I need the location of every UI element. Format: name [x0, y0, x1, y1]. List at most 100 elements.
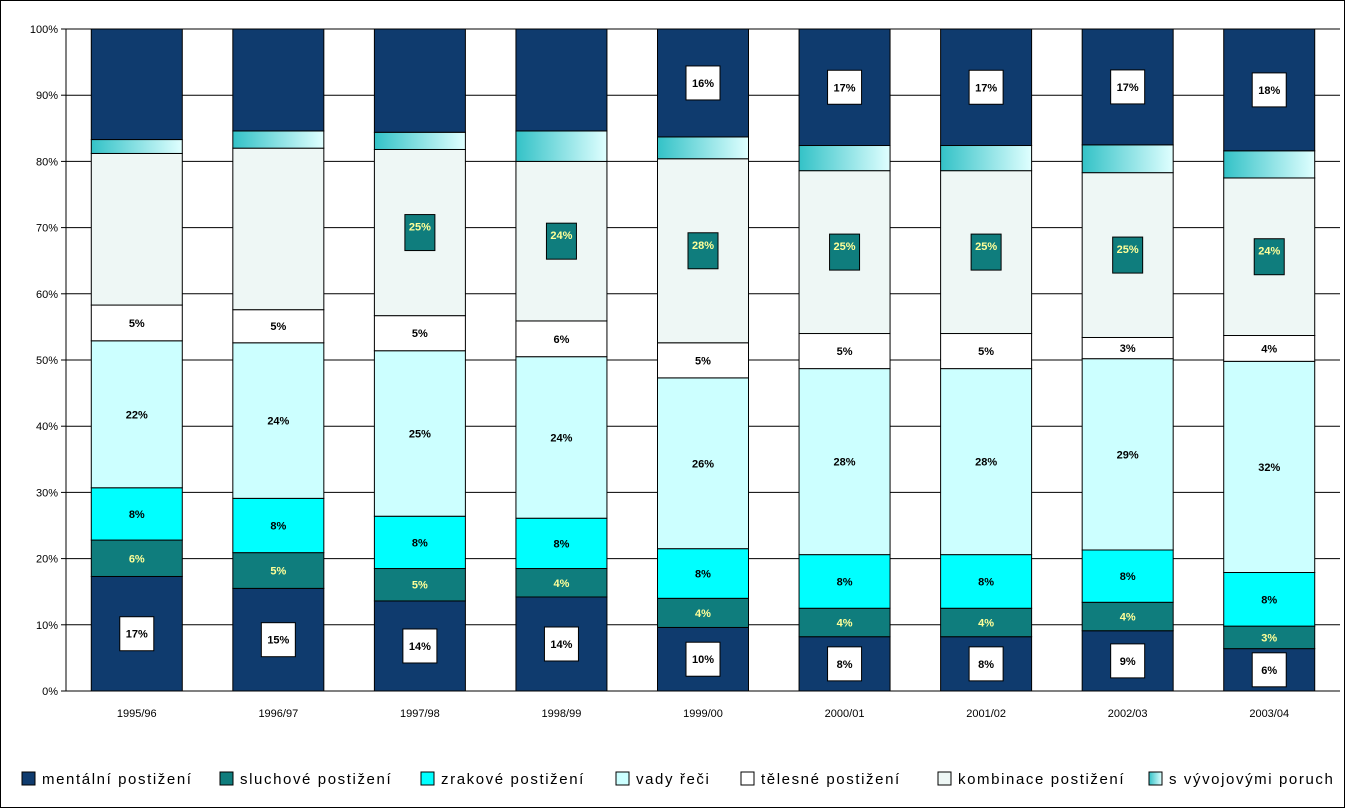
data-label: 6%: [553, 334, 569, 346]
legend-label: sluchové postižení: [240, 771, 392, 788]
y-tick-label: 80%: [36, 156, 58, 168]
data-label: 28%: [975, 457, 997, 469]
bar-segment: [373, 131, 466, 150]
x-tick-label: 1997/98: [400, 708, 440, 720]
data-label: 16%: [692, 78, 714, 90]
data-label-box: [968, 69, 1004, 105]
data-label: 6%: [1261, 665, 1277, 677]
bar-segment: [940, 607, 1033, 638]
data-label: 9%: [1120, 656, 1136, 668]
data-label: 4%: [978, 617, 994, 629]
y-tick-label: 70%: [36, 223, 58, 235]
y-tick-label: 10%: [36, 620, 58, 632]
data-label: 8%: [837, 659, 853, 671]
x-tick-label: 2001/02: [966, 708, 1006, 720]
data-label-box: [687, 232, 719, 270]
data-label: 5%: [270, 321, 286, 333]
bar-segment: [1223, 572, 1316, 627]
bar-segment: [90, 487, 183, 541]
data-label: 28%: [834, 457, 856, 469]
bar-segment: [232, 497, 325, 554]
data-label: 25%: [834, 241, 856, 253]
bar-segment: [373, 568, 466, 602]
bar-segment: [373, 28, 466, 133]
data-label-box: [685, 641, 721, 677]
data-label: 8%: [1261, 594, 1277, 606]
legend-swatch: [615, 771, 630, 786]
x-tick-label: 1996/97: [258, 708, 298, 720]
bar-segment: [1081, 358, 1174, 551]
data-label: 32%: [1258, 462, 1280, 474]
legend-label: tělesné postižení: [761, 771, 901, 788]
bar-segment: [798, 554, 891, 609]
x-tick-label: 1998/99: [542, 708, 582, 720]
data-label-box: [402, 628, 438, 664]
legend-swatch: [21, 771, 36, 786]
bar-segment: [940, 333, 1033, 370]
data-label: 4%: [553, 578, 569, 590]
bar-segment: [232, 309, 325, 344]
data-label: 5%: [412, 328, 428, 340]
data-label: 17%: [834, 82, 856, 94]
legend-label: s vývojovými poruch: [1169, 771, 1334, 788]
data-label: 3%: [1120, 343, 1136, 355]
data-label: 8%: [978, 576, 994, 588]
legend-label: zrakové postižení: [441, 771, 585, 788]
y-tick-label: 0%: [42, 686, 58, 698]
data-label: 25%: [1117, 244, 1139, 256]
data-label-box: [970, 233, 1002, 271]
data-label-box: [827, 646, 863, 682]
bar-segment: [373, 515, 466, 570]
data-label: 24%: [550, 432, 572, 444]
data-label: 8%: [412, 537, 428, 549]
bar-segment: [1081, 144, 1174, 174]
bar-segment: [90, 340, 183, 489]
data-label: 25%: [409, 222, 431, 234]
data-label-box: [968, 646, 1004, 682]
bar-segment: [1081, 601, 1174, 632]
bar-segment: [940, 145, 1033, 172]
bar-segment: [657, 626, 749, 692]
bar-segment: [90, 28, 183, 141]
data-label: 5%: [837, 346, 853, 358]
data-label: 28%: [692, 240, 714, 252]
bar-segment: [515, 130, 608, 162]
data-label: 26%: [692, 458, 714, 470]
data-label: 5%: [412, 580, 428, 592]
data-labels: 17% 6% 8% 22% 5% 15% 5% 8% 24% 5% 14% 5% 8% 25% 5% 25% 1…: [119, 65, 1287, 688]
data-label-box: [545, 222, 577, 260]
bar-segment: [940, 554, 1033, 609]
bar-segment: [232, 28, 325, 132]
data-label-box: [1253, 238, 1285, 276]
bar-segment: [798, 145, 891, 172]
data-label: 5%: [978, 346, 994, 358]
data-label: 17%: [126, 629, 148, 641]
data-label: 17%: [975, 82, 997, 94]
data-label: 4%: [1261, 343, 1277, 355]
axes: 0% 10% 20% 30% 40% 50% 60% 70% 80% 90% 100% 1995/96…: [30, 24, 1340, 720]
bar-segment: [657, 342, 749, 379]
bar-segment: [90, 304, 183, 342]
data-label: 24%: [550, 230, 572, 242]
data-label: 29%: [1117, 449, 1139, 461]
data-label: 4%: [837, 617, 853, 629]
data-label-box: [404, 214, 436, 252]
bar-segment: [657, 597, 749, 628]
data-label: 15%: [267, 635, 289, 647]
legend: mentální postižení sluchové postižení zrak…: [21, 771, 1334, 788]
x-tick-label: 1995/96: [117, 708, 157, 720]
bar-segment: [373, 315, 466, 352]
data-label: 8%: [553, 538, 569, 550]
data-label: 8%: [270, 521, 286, 533]
data-label: 25%: [409, 428, 431, 440]
data-label-box: [1112, 236, 1144, 274]
data-label: 25%: [975, 241, 997, 253]
data-label: 5%: [270, 566, 286, 578]
data-label: 4%: [1120, 612, 1136, 624]
bar-segment: [657, 377, 749, 550]
y-tick-label: 90%: [36, 90, 58, 102]
data-label-box: [119, 616, 155, 652]
bar-segment: [1223, 150, 1316, 179]
legend-label: kombinace postižení: [958, 771, 1125, 788]
